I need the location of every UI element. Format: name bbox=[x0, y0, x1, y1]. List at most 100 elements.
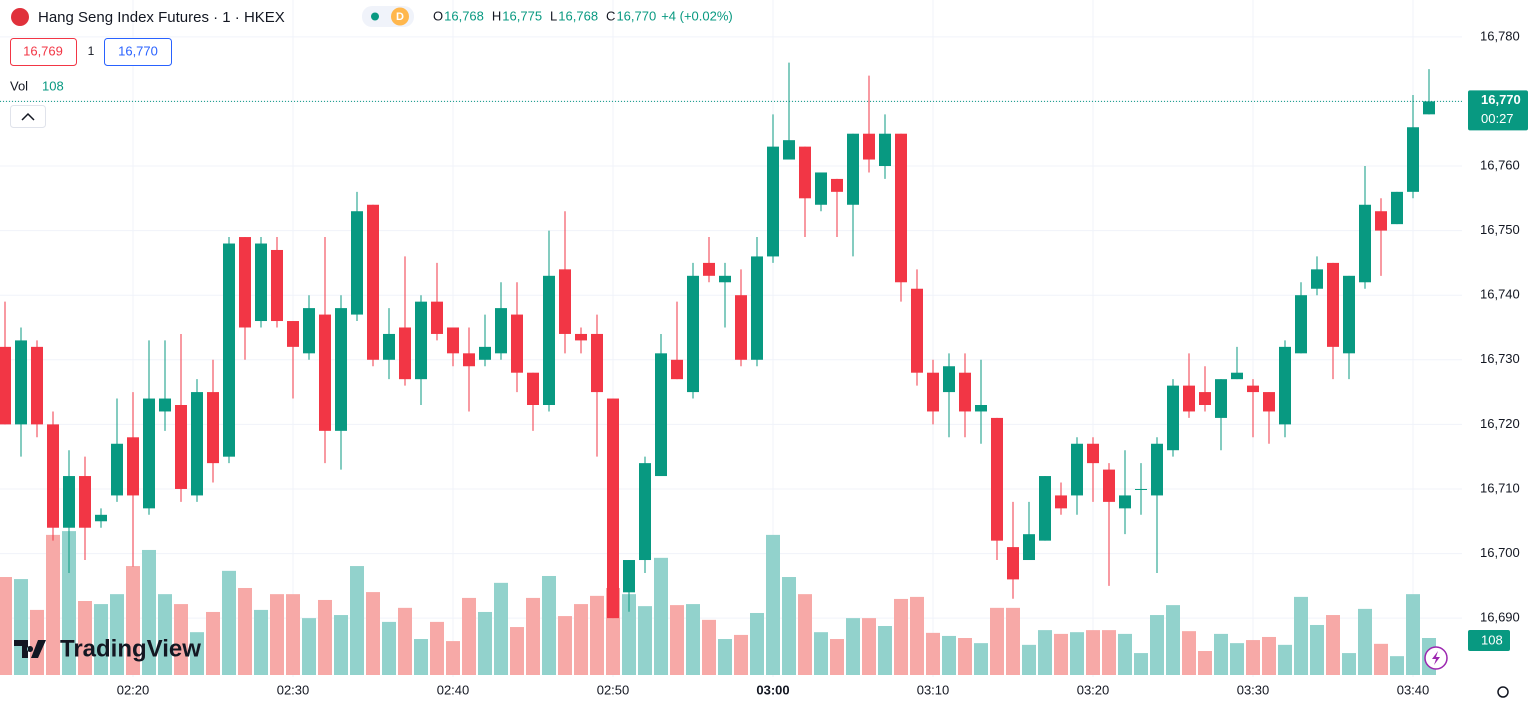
candle-body bbox=[1231, 372, 1243, 380]
candle-body bbox=[751, 256, 763, 360]
volume-bar bbox=[766, 534, 780, 675]
bid-box[interactable] bbox=[10, 38, 77, 66]
candle-body bbox=[863, 133, 875, 160]
volume-bar bbox=[862, 618, 876, 675]
volume-bar bbox=[446, 641, 460, 675]
volume-bar bbox=[1038, 630, 1052, 675]
candle-body bbox=[1039, 476, 1051, 541]
candle-body bbox=[591, 333, 603, 393]
volume-bar bbox=[830, 639, 844, 675]
volume-bar bbox=[494, 582, 508, 675]
volume-bar bbox=[1006, 607, 1020, 675]
volume-bar bbox=[574, 604, 588, 675]
volume-value: 108 bbox=[42, 78, 64, 93]
candle-body bbox=[655, 353, 667, 477]
candle-body bbox=[1183, 385, 1195, 412]
ask-box[interactable] bbox=[104, 38, 172, 66]
candle-body bbox=[1071, 443, 1083, 496]
volume-bar bbox=[814, 632, 828, 675]
candle-body bbox=[1263, 392, 1275, 412]
symbol-icon bbox=[11, 8, 29, 26]
volume-bar bbox=[94, 604, 108, 675]
volume-bar bbox=[990, 607, 1004, 675]
volume-bar bbox=[590, 595, 604, 675]
candle-body bbox=[511, 314, 523, 373]
candle-body bbox=[463, 353, 475, 367]
last-price-box bbox=[1468, 90, 1528, 131]
candle-body bbox=[991, 417, 1003, 541]
settings-icon[interactable] bbox=[1497, 686, 1509, 698]
volume-bar bbox=[782, 577, 796, 675]
candle-body bbox=[767, 146, 779, 257]
last-volume: 108 bbox=[1481, 632, 1503, 647]
spread: 1 bbox=[88, 44, 95, 58]
volume-bar bbox=[126, 566, 140, 675]
x-tick-label: 02:50 bbox=[597, 682, 630, 697]
collapse-icon bbox=[21, 112, 35, 121]
volume-bar bbox=[686, 604, 700, 675]
volume-bar bbox=[350, 566, 364, 675]
volume-bar bbox=[1358, 608, 1372, 675]
symbol-title: Hang Seng Index Futures · 1 · HKEX bbox=[38, 9, 285, 26]
candle-body bbox=[687, 275, 699, 393]
volume-bar bbox=[382, 621, 396, 675]
volume-bar bbox=[734, 634, 748, 675]
volume-bar bbox=[526, 597, 540, 675]
candle-body bbox=[719, 275, 731, 283]
candle-body bbox=[111, 443, 123, 496]
candle-body bbox=[1135, 488, 1147, 490]
time-axis bbox=[0, 677, 1462, 702]
change: +4 (+0.02%) bbox=[661, 8, 733, 23]
candle-body bbox=[239, 237, 251, 328]
legend-value: 16,768 bbox=[444, 8, 484, 23]
candle-body bbox=[815, 172, 827, 205]
candle-body bbox=[703, 262, 715, 276]
candle-body bbox=[47, 424, 59, 528]
legend-value: 16,775 bbox=[502, 8, 542, 23]
volume-bar bbox=[558, 616, 572, 675]
volume-bar bbox=[958, 638, 972, 675]
candle-body bbox=[1295, 295, 1307, 354]
candle-body bbox=[31, 346, 43, 425]
candles bbox=[0, 62, 1435, 619]
volume-bar bbox=[1246, 640, 1260, 675]
volume-bar bbox=[702, 619, 716, 675]
status-dot bbox=[371, 12, 379, 21]
y-tick-label: 16,740 bbox=[1480, 287, 1520, 302]
candle-body bbox=[1215, 379, 1227, 418]
y-tick-label: 16,700 bbox=[1480, 545, 1520, 560]
candle-body bbox=[143, 398, 155, 509]
x-tick-label: 03:30 bbox=[1237, 682, 1270, 697]
candle-body bbox=[383, 333, 395, 360]
volume-bar bbox=[1054, 633, 1068, 675]
volume-bar bbox=[1278, 644, 1292, 675]
x-tick-label: 03:10 bbox=[917, 682, 950, 697]
y-tick-label: 16,730 bbox=[1480, 351, 1520, 366]
volume-bar bbox=[1262, 636, 1276, 675]
volume-bar bbox=[1166, 605, 1180, 675]
y-tick-label: 16,720 bbox=[1480, 416, 1520, 431]
candle-body bbox=[1343, 275, 1355, 354]
volume-bar bbox=[1022, 644, 1036, 675]
legend-value: 16,768 bbox=[558, 8, 598, 23]
candle-body bbox=[127, 437, 139, 496]
collapse-button[interactable] bbox=[10, 105, 46, 128]
volume-bar bbox=[478, 611, 492, 675]
candle-body bbox=[15, 340, 27, 425]
badge-bg bbox=[391, 7, 409, 26]
volume-bar bbox=[670, 605, 684, 675]
x-tick-label: 03:40 bbox=[1397, 682, 1430, 697]
y-tick-label: 16,710 bbox=[1480, 480, 1520, 495]
volume-bar bbox=[190, 632, 204, 675]
ask: 16,770 bbox=[118, 43, 158, 58]
volume-bar bbox=[750, 612, 764, 675]
volume-bar bbox=[222, 570, 236, 675]
candle-body bbox=[1007, 547, 1019, 580]
candle-body bbox=[447, 327, 459, 354]
candle-body bbox=[1407, 127, 1419, 192]
volume-bar bbox=[398, 607, 412, 675]
volume-bar bbox=[1118, 633, 1132, 675]
candle-body bbox=[527, 372, 539, 405]
candle-body bbox=[1055, 495, 1067, 509]
x-tick-label: 02:40 bbox=[437, 682, 470, 697]
